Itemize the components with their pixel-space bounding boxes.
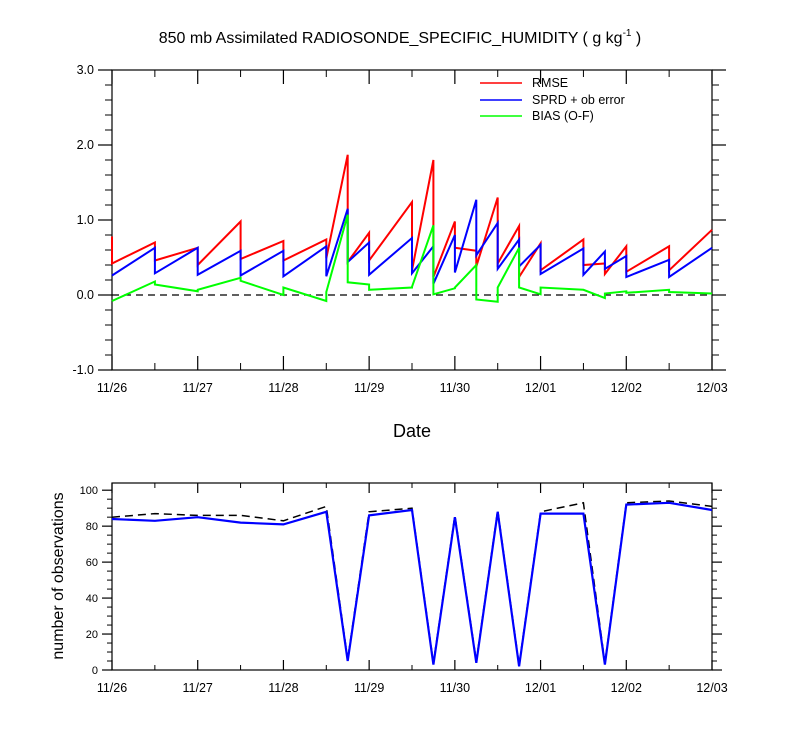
legend-bias-label: BIAS (O-F) — [532, 109, 594, 123]
legend-rmse-label: RMSE — [532, 76, 568, 90]
x-tick-label: 12/01 — [525, 381, 556, 395]
x-tick-label: 11/27 — [183, 681, 213, 695]
y-tick-label: 100 — [80, 485, 98, 497]
x-tick-label: 11/26 — [97, 381, 127, 395]
x-tick-label: 11/28 — [268, 381, 298, 395]
y-tick-label: 3.0 — [77, 63, 94, 77]
y-axis-title-observations: number of observations — [50, 492, 67, 659]
x-tick-label: 11/29 — [354, 381, 384, 395]
bottom-axis-ticks: 11/26 11/27 11/28 11/29 11/30 12/01 12/02 12/03… — [80, 483, 728, 695]
x-tick-label: 12/02 — [611, 381, 642, 395]
x-axis-title: Date — [393, 421, 431, 441]
y-tick-label: 40 — [86, 593, 98, 605]
spread-line — [111, 199, 713, 285]
y-tick-label: 80 — [86, 521, 98, 533]
x-tick-label: 11/29 — [354, 681, 384, 695]
y-tick-label: 0 — [92, 665, 98, 677]
y-tick-label: 0.0 — [77, 288, 94, 302]
x-tick-label: 12/03 — [696, 381, 727, 395]
observation-count-panel: 11/26 11/27 11/28 11/29 11/30 12/01 12/02 12/03… — [50, 482, 728, 695]
x-tick-label: 11/28 — [268, 681, 298, 695]
x-tick-label: 12/03 — [696, 681, 727, 695]
x-tick-label: 11/27 — [183, 381, 213, 395]
y-tick-label: 20 — [86, 629, 98, 641]
rmse-spread-bias-panel: 11/26 11/27 11/28 11/29 11/30 12/01 12/02 12/03… — [72, 63, 727, 441]
y-tick-label: -1.0 — [72, 363, 94, 377]
top-axis-ticks: 11/26 11/27 11/28 11/29 11/30 12/01 12/02 12/03… — [72, 63, 727, 395]
y-tick-label: 1.0 — [77, 213, 94, 227]
y-tick-label: 60 — [86, 557, 98, 569]
legend: RMSE SPRD + ob error BIAS (O-F) — [480, 76, 625, 123]
bottom-data-series — [111, 500, 713, 667]
x-tick-label: 11/26 — [97, 681, 127, 695]
x-tick-label: 12/01 — [525, 681, 556, 695]
y-tick-label: 2.0 — [77, 138, 94, 152]
x-tick-label: 11/30 — [440, 381, 470, 395]
x-tick-label: 12/02 — [611, 681, 642, 695]
assimilated-observations-line — [111, 501, 713, 667]
chart-title: 850 mb Assimilated RADIOSONDE_SPECIFIC_H… — [159, 28, 642, 47]
top-data-series — [111, 154, 713, 303]
bias-line — [111, 214, 713, 303]
x-tick-label: 11/30 — [440, 681, 470, 695]
legend-spread-label: SPRD + ob error — [532, 93, 625, 107]
possible-observations-line — [111, 500, 713, 665]
